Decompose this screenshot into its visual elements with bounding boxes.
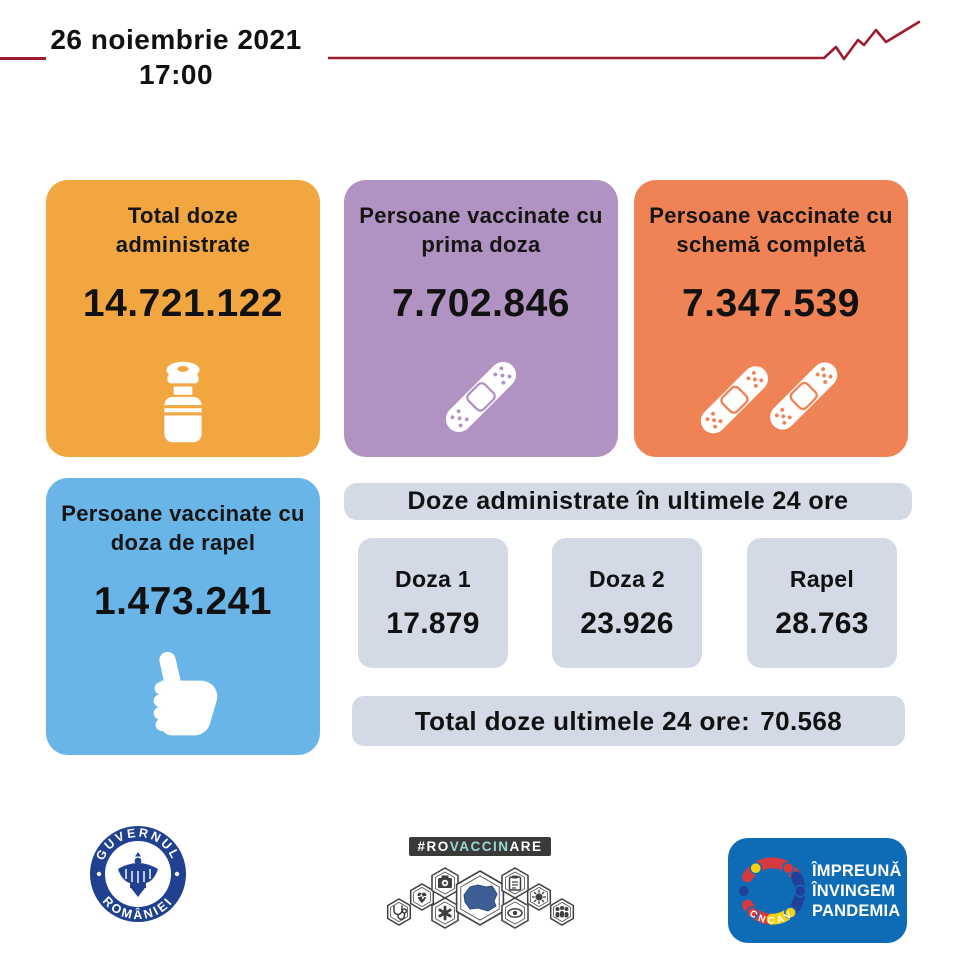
rovaccinare-logo: #RO VACCIN ARE [380,837,580,942]
clipboard-icon [501,867,529,899]
card-title: Persoane vaccinate cu schemă completă [649,203,893,257]
dose-label: Doza 1 [395,565,471,592]
medical-cross-icon [431,897,459,929]
cncav-slogan: ÎMPREUNĂ ÎNVINGEM PANDEMIA [812,861,902,921]
dose-value: 17.879 [386,606,480,640]
total-24h-bar: Total doze ultimele 24 ore: 70.568 [352,696,905,746]
vaccine-vial-icon [164,361,202,443]
last24h-panel-title: Doze administrate în ultimele 24 ore [344,483,912,520]
cncav-logo: CNCAV ÎMPREUNĂ ÎNVINGEM PANDEMIA [728,838,907,943]
cncav-badge-text: CNCAV [747,908,793,927]
virus-icon [526,883,552,911]
eye-icon [501,897,529,929]
card-title: Persoane vaccinate cu prima doza [359,203,603,257]
dose2-24h-card: Doza 2 23.926 [552,538,702,668]
rovaccinare-suffix: ARE [509,839,543,854]
cncav-slogan-line: PANDEMIA [812,901,901,920]
rovaccinare-hexagon-cluster [386,867,575,929]
dose-value: 28.763 [775,606,869,640]
stethoscope-icon [386,898,412,926]
card-value: 14.721.122 [82,282,284,325]
dose-label: Doza 2 [589,565,665,592]
red-line-left [0,57,46,60]
card-value: 1.473.241 [93,580,272,623]
rovaccinare-highlight: VACCIN [449,839,510,854]
dose-value: 23.926 [580,606,674,640]
report-date: 26 noiembrie 2021 [50,24,302,55]
coat-of-arms-eagle [118,852,158,897]
double-bandage-icon [700,362,838,434]
thumbs-up-icon [153,651,218,736]
report-datetime: 26 noiembrie 2021 17:00 [40,22,312,92]
total-24h-label: Total doze ultimele 24 ore: [414,705,751,736]
card-total-doses: Total doze administrate 14.721.122 [46,180,320,457]
cncav-slogan-line: ÎNVINGEM [812,881,896,900]
romania-map-icon [455,870,505,926]
rovaccinare-hashtag: #RO VACCIN ARE [409,837,551,856]
camera-icon [431,867,459,899]
card-complete-schema: Persoane vaccinate cu schemă completă 7.… [634,180,908,457]
government-of-romania-seal: GUVERNUL ROMÂNIEI [89,825,187,923]
card-title: Total doze administrate [115,203,251,257]
total-24h-value: 70.568 [760,705,843,736]
booster-24h-card: Rapel 28.763 [747,538,897,668]
heart-pulse-icon [409,883,435,911]
rovaccinare-prefix: #RO [417,839,450,854]
report-time: 17:00 [138,59,214,90]
card-first-dose: Persoane vaccinate cu prima doza 7.702.8… [344,180,618,457]
dose-label: Rapel [789,565,855,592]
dose1-24h-card: Doza 1 17.879 [358,538,508,668]
card-value: 7.347.539 [681,282,860,325]
card-value: 7.702.846 [391,282,570,325]
cncav-circle-emblem: CNCAV [737,856,807,927]
card-title: Persoane vaccinate cu doza de rapel [61,501,305,555]
people-icon [549,898,575,926]
trend-line-icon [328,20,921,61]
card-booster-dose: Persoane vaccinate cu doza de rapel 1.47… [46,478,320,755]
svg-text:CNCAV: CNCAV [747,908,797,927]
cncav-slogan-line: ÎMPREUNĂ [812,861,902,880]
bandage-icon [445,361,517,433]
